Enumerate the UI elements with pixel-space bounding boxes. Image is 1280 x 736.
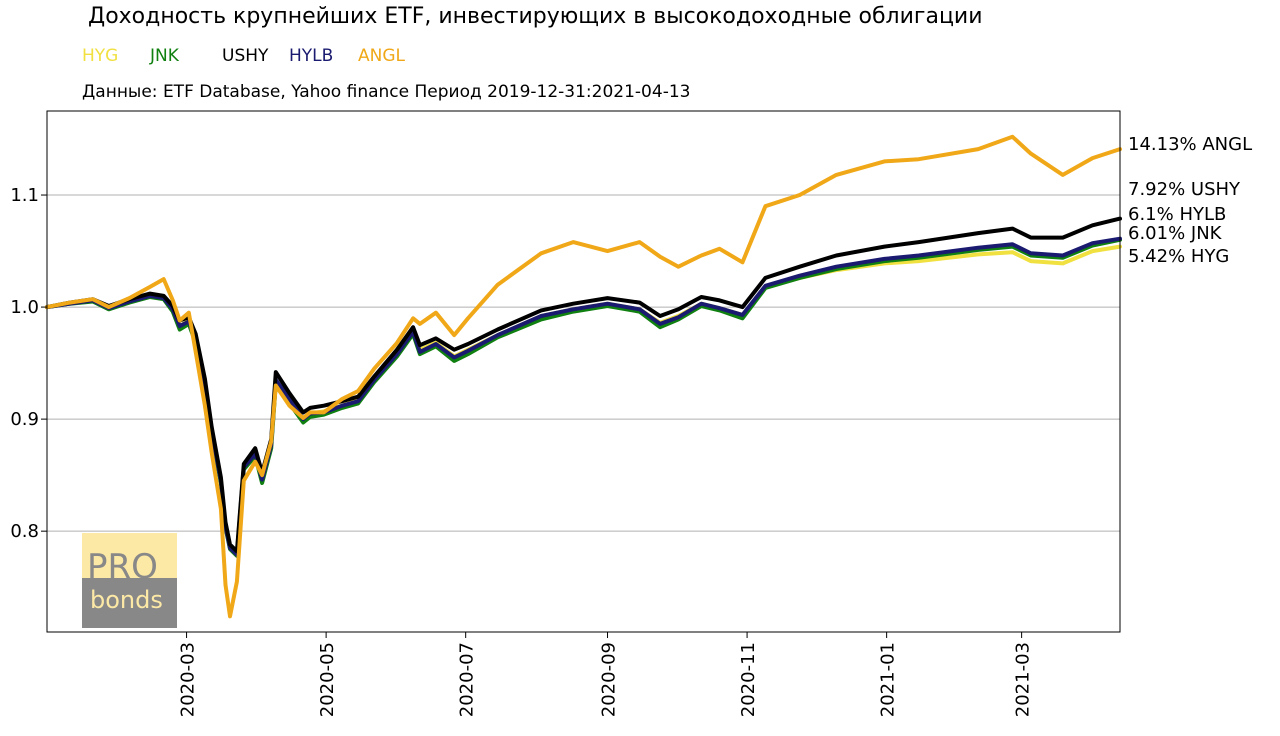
y-tick-label: 0.9 xyxy=(10,409,39,430)
end-label-jnk: 6.01% JNK xyxy=(1128,223,1223,244)
chart-subtitle: Данные: ETF Database, Yahoo finance Пери… xyxy=(82,82,691,102)
x-tick-label: 2020-07 xyxy=(457,642,478,717)
y-axis: 0.8 0.9 1.0 1.1 xyxy=(10,185,47,542)
x-tick-label: 2021-01 xyxy=(878,642,899,717)
logo-text-bonds: bonds xyxy=(90,586,163,614)
plot-frame xyxy=(46,110,1121,633)
series-line-ushy xyxy=(45,216,1122,554)
legend-item-hylb: HYLB xyxy=(289,46,334,66)
x-tick-label: 2020-09 xyxy=(599,642,620,717)
series-lines xyxy=(45,134,1122,619)
chart-title: Доходность крупнейших ETF, инвестирующих… xyxy=(88,4,983,29)
logo-bottom-block xyxy=(82,578,177,628)
legend-item-angl: ANGL xyxy=(358,46,405,66)
end-label-hyg: 5.42% HYG xyxy=(1128,246,1229,267)
logo-top-block xyxy=(82,533,177,578)
end-label-ushy: 7.92% USHY xyxy=(1128,179,1241,200)
end-label-angl: 14.13% ANGL xyxy=(1128,134,1252,155)
x-tick-label: 2020-11 xyxy=(738,642,759,717)
logo-text-pro: PRO xyxy=(87,547,158,587)
x-tick-label: 2021-03 xyxy=(1013,642,1034,717)
legend-item-ushy: USHY xyxy=(222,46,269,66)
x-tick-label: 2020-05 xyxy=(317,642,338,717)
end-label-hylb: 6.1% HYLB xyxy=(1128,204,1226,225)
y-tick-label: 1.0 xyxy=(10,297,39,318)
series-line-angl xyxy=(45,134,1122,619)
x-axis: 2020-03 2020-05 2020-07 2020-09 2020-11 2021-… xyxy=(178,632,1034,717)
probonds-logo: PRO bonds xyxy=(82,533,177,628)
x-tick-label: 2020-03 xyxy=(178,642,199,717)
y-tick-label: 0.8 xyxy=(10,521,39,542)
legend-item-hyg: HYG xyxy=(82,46,119,66)
y-tick-label: 1.1 xyxy=(10,185,39,206)
legend-item-jnk: JNK xyxy=(150,46,179,66)
